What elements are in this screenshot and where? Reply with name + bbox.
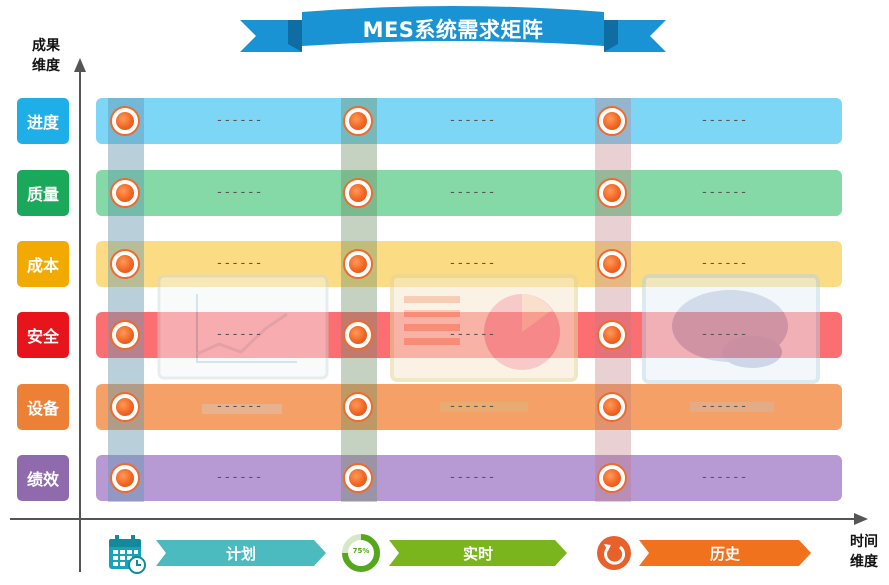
row-bar-performance <box>96 455 842 501</box>
cell-placeholder-progress-history: ------ <box>700 113 748 128</box>
pie-illustration <box>390 274 578 412</box>
dot-marker-safety-realtime <box>343 320 373 350</box>
cell-placeholder-quality-realtime: ------ <box>448 185 496 200</box>
y-axis-label-line2: 维度 <box>32 58 60 74</box>
refresh-history-icon <box>597 536 631 570</box>
dot-marker-progress-history <box>597 106 627 136</box>
calendar-icon <box>109 535 146 574</box>
dot-marker-safety-plan <box>110 320 140 350</box>
brain-icon <box>642 274 820 412</box>
column-label-realtime-text: 实时 <box>462 544 493 563</box>
title-ribbon: MES系统需求矩阵 <box>240 6 666 56</box>
y-axis-label: 成果 维度 <box>26 36 66 76</box>
cell-placeholder-cost-plan: ------ <box>215 256 263 271</box>
x-axis-label-line1: 时间 <box>850 534 878 550</box>
row-tag-performance: 绩效 <box>17 455 69 501</box>
cell-placeholder-quality-plan: ------ <box>215 185 263 200</box>
dot-marker-cost-plan <box>110 249 140 279</box>
dot-marker-progress-plan <box>110 106 140 136</box>
arrow-shape-history <box>639 540 811 566</box>
dot-marker-equipment-history <box>597 392 627 422</box>
dot-marker-cost-realtime <box>343 249 373 279</box>
row-bar-quality <box>96 170 842 216</box>
dot-marker-performance-plan <box>110 463 140 493</box>
page-title: MES系统需求矩阵 <box>362 18 544 42</box>
dot-marker-cost-history <box>597 249 627 279</box>
x-axis-label-line2: 维度 <box>850 554 878 570</box>
cell-placeholder-progress-plan: ------ <box>215 113 263 128</box>
dot-marker-equipment-realtime <box>343 392 373 422</box>
arrow-shape-plan <box>156 540 326 566</box>
dot-marker-safety-history <box>597 320 627 350</box>
column-strip-plan <box>108 98 144 502</box>
cell-placeholder-performance-history: ------ <box>700 470 748 485</box>
row-bar-progress <box>96 98 842 144</box>
dot-marker-quality-history <box>597 178 627 208</box>
row-tag-quality: 质量 <box>17 170 69 216</box>
cell-placeholder-performance-plan: ------ <box>215 470 263 485</box>
dot-marker-quality-realtime <box>343 178 373 208</box>
column-label-realtime: 实时 <box>389 540 567 566</box>
cell-placeholder-equipment-history: ------ <box>700 399 748 414</box>
cell-placeholder-safety-realtime: ------ <box>448 327 496 342</box>
progress-percent-text: 75% <box>352 547 370 555</box>
progress-75-icon <box>342 534 380 572</box>
pie-chart-icon <box>390 274 578 412</box>
row-tag-cost: 成本 <box>17 241 69 287</box>
dot-marker-progress-realtime <box>343 106 373 136</box>
row-tag-safety: 安全 <box>17 312 69 358</box>
dot-marker-performance-history <box>597 463 627 493</box>
cell-placeholder-safety-history: ------ <box>700 327 748 342</box>
cell-placeholder-safety-plan: ------ <box>215 327 263 342</box>
arrow-shape-realtime <box>389 540 567 566</box>
column-label-history: 历史 <box>639 540 811 566</box>
cell-placeholder-cost-history: ------ <box>700 256 748 271</box>
ribbon-shape <box>240 6 666 52</box>
chart-illustration <box>157 274 329 414</box>
column-strip-realtime <box>341 98 377 502</box>
y-axis-label-line1: 成果 <box>32 38 60 54</box>
cell-placeholder-cost-realtime: ------ <box>448 256 496 271</box>
row-tag-progress: 进度 <box>17 98 69 144</box>
line-chart-icon <box>157 274 329 414</box>
cell-placeholder-progress-realtime: ------ <box>448 113 496 128</box>
cell-placeholder-performance-realtime: ------ <box>448 470 496 485</box>
dot-marker-equipment-plan <box>110 392 140 422</box>
column-label-plan-text: 计划 <box>225 544 256 563</box>
x-axis-label: 时间 维度 <box>842 532 886 572</box>
column-label-history-text: 历史 <box>709 544 740 563</box>
row-tag-equipment: 设备 <box>17 384 69 430</box>
dot-marker-quality-plan <box>110 178 140 208</box>
brain-illustration <box>642 274 820 412</box>
cell-placeholder-quality-history: ------ <box>700 185 748 200</box>
column-strip-history <box>595 98 631 502</box>
cell-placeholder-equipment-realtime: ------ <box>448 399 496 414</box>
dot-marker-performance-realtime <box>343 463 373 493</box>
column-label-plan: 计划 <box>156 540 326 566</box>
cell-placeholder-equipment-plan: ------ <box>215 399 263 414</box>
